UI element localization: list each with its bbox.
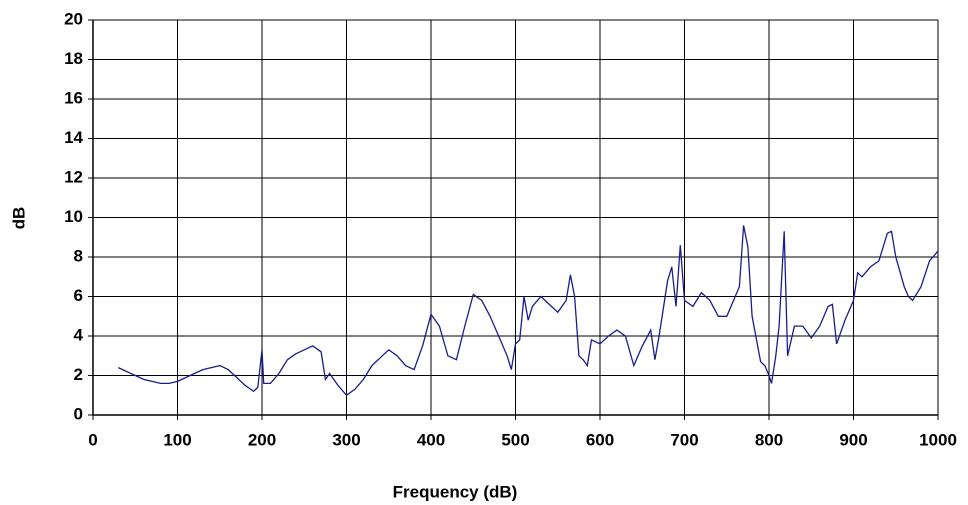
x-tick-label: 900	[839, 430, 867, 449]
y-axis-label: dB	[9, 207, 28, 230]
x-tick-label: 300	[332, 430, 360, 449]
y-tick-label: 12	[64, 167, 83, 186]
y-tick-label: 20	[64, 9, 83, 28]
x-tick-label: 800	[755, 430, 783, 449]
x-axis-label: Frequency (dB)	[393, 482, 518, 501]
y-tick-label: 6	[74, 286, 83, 305]
y-tick-label: 8	[74, 246, 83, 265]
y-tick-label: 14	[64, 128, 83, 147]
x-tick-label: 100	[163, 430, 191, 449]
x-tick-label: 400	[417, 430, 445, 449]
x-tick-label: 500	[501, 430, 529, 449]
x-tick-label: 0	[88, 430, 97, 449]
line-series	[118, 225, 939, 397]
y-tick-label: 2	[74, 365, 83, 384]
x-tick-label: 1000	[919, 430, 957, 449]
y-tick-label: 0	[74, 404, 83, 423]
x-tick-label: 700	[670, 430, 698, 449]
x-tick-label: 200	[248, 430, 276, 449]
y-tick-label: 16	[64, 88, 83, 107]
y-tick-label: 4	[74, 325, 84, 344]
x-tick-label: 600	[586, 430, 614, 449]
y-tick-label: 10	[64, 207, 83, 226]
y-tick-label: 18	[64, 49, 83, 68]
